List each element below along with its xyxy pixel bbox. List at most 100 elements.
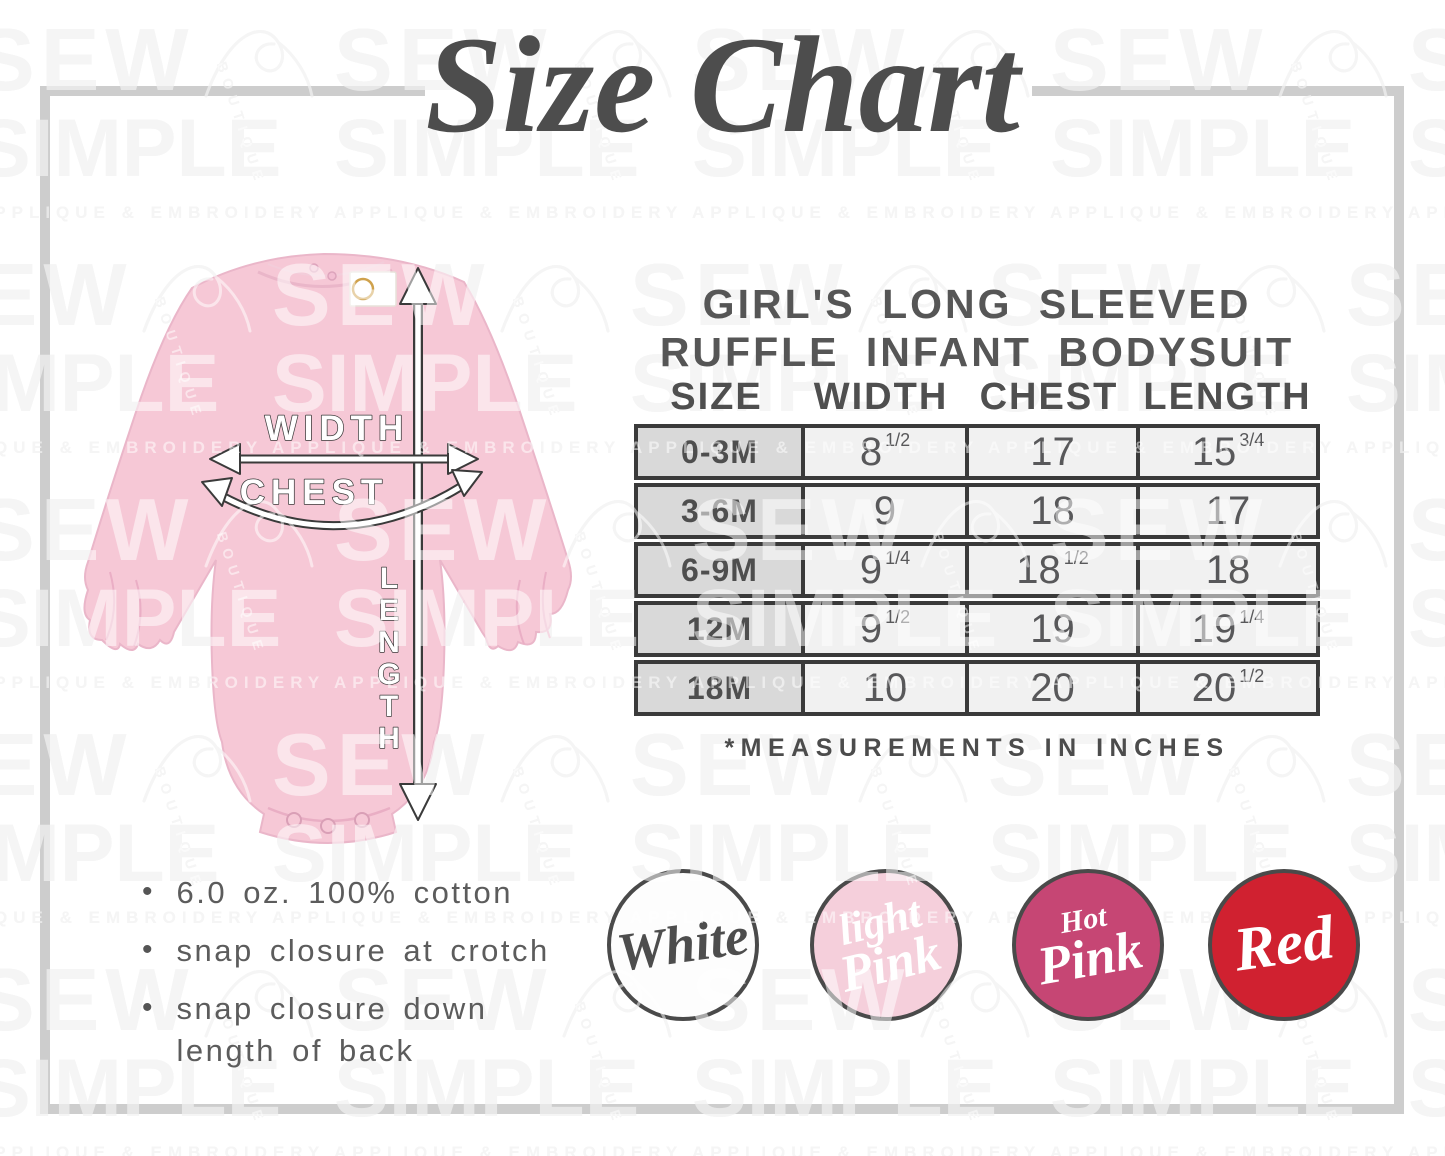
frame-top-left — [40, 86, 425, 96]
product-detail-item: • 6.0 oz. 100% cotton — [142, 872, 578, 914]
fraction: 1/2 — [885, 606, 911, 627]
watermark-tagline: APPLIQUE & EMBROIDERY — [1408, 1143, 1445, 1156]
crotch-snap — [354, 812, 370, 828]
watermark-word-sew: SEW — [0, 245, 133, 344]
watermark-word-sew: SEW — [630, 715, 849, 814]
watermark-tagline: APPLIQUE & EMBROIDERY — [692, 1143, 1042, 1156]
crotch-snap — [286, 812, 302, 828]
watermark-word-simple: SIMPLE — [1050, 103, 1356, 194]
width-value-cell: 8 1/2 — [801, 428, 965, 476]
length-value-cell: 20 1/2 — [1136, 664, 1316, 712]
right-ruffle-lines — [515, 571, 551, 645]
length-value-cell: 18 — [1136, 546, 1316, 594]
bullet-text: snap closure at crotch — [176, 932, 550, 968]
chest-value-cell: 19 — [965, 605, 1136, 653]
length-value-cell: 17 — [1136, 487, 1316, 535]
watermark-word-sew: SEW — [0, 715, 133, 814]
table-row-0-3m: 0-3M 8 1/2 17 15 3/4 — [634, 424, 1320, 480]
bullet-dot: • — [142, 875, 153, 908]
watermark-tagline: APPLIQUE & EMBROIDERY — [1408, 673, 1445, 692]
width-value-cell: 9 — [801, 487, 965, 535]
product-details-list: • 6.0 oz. 100% cotton • snap closure at cro… — [142, 872, 578, 1087]
watermark-word-simple: SIMPLE — [692, 103, 998, 194]
watermark-word-sew: SEW — [988, 245, 1207, 344]
title-block: Size Chart — [425, 2, 1019, 168]
size-cell: 0-3M — [638, 428, 801, 476]
bullet-text: 6.0 oz. 100% cotton — [176, 875, 514, 910]
watermark-word-sew: SEW — [1408, 950, 1445, 1049]
fraction: 1/4 — [1239, 606, 1265, 627]
table-row-3-6m: 3-6M 9 18 17 — [634, 483, 1320, 539]
color-swatch-red: Red — [1208, 869, 1360, 1021]
frame-top-right — [1032, 86, 1404, 96]
watermark-tagline: APPLIQUE & EMBROIDERY — [272, 908, 622, 927]
table-row-12m: 12M 9 1/2 19 19 1/4 — [634, 601, 1320, 657]
watermark-tagline: APPLIQUE & EMBROIDERY — [1408, 203, 1445, 222]
fraction: 1/2 — [1063, 547, 1089, 568]
color-swatch-light-pink: light Pink — [810, 869, 962, 1021]
watermark-word-simple: SIMPLE — [334, 103, 640, 194]
width-value-cell: 9 1/2 — [801, 605, 965, 653]
watermark-word-sew: SEW — [1408, 10, 1445, 109]
bullet-dot: • — [142, 990, 153, 1024]
frame-right — [1394, 86, 1404, 1114]
product-heading: GIRL'S LONG SLEEVED RUFFLE INFANT BODYSU… — [634, 280, 1320, 377]
swatch-label: Hot Pink — [1030, 898, 1147, 996]
bullet-text: snap closure down length of back — [176, 990, 488, 1068]
fraction: 1/4 — [885, 547, 911, 568]
left-ruffle-lines — [105, 571, 142, 647]
size-cell: 12M — [638, 605, 801, 653]
column-header-chest: CHEST — [979, 376, 1119, 418]
product-detail-item: • snap closure at crotch — [142, 930, 578, 972]
watermark-word-sew: SEW — [334, 950, 553, 1049]
column-header-width: WIDTH — [813, 376, 949, 418]
product-heading-line1: GIRL'S LONG SLEEVED — [702, 281, 1252, 327]
crotch-snap — [320, 818, 336, 834]
width-value-cell: 10 — [801, 664, 965, 712]
watermark-word-simple: SIMPLE — [1050, 1043, 1356, 1134]
watermark-word-simple: SIMPLE — [0, 103, 282, 194]
swatch-label: White — [613, 905, 752, 983]
watermark-tagline: APPLIQUE & EMBROIDERY — [334, 203, 684, 222]
swatch-label-line: Red — [1229, 903, 1339, 986]
watermark-word-simple: SIMPLE — [1408, 1043, 1445, 1134]
watermark-tagline: APPLIQUE & EMBROIDERY — [0, 1143, 326, 1156]
tag-logo-ring — [351, 277, 375, 301]
size-cell: 18M — [638, 664, 801, 712]
watermark-tagline: APPLIQUE & EMBROIDERY — [334, 1143, 684, 1156]
watermark-word-sew: SEW — [0, 950, 195, 1049]
length-value-cell: 19 1/4 — [1136, 605, 1316, 653]
bullet-dot: • — [142, 932, 153, 966]
watermark-word-simple: SIMPLE — [988, 338, 1294, 429]
table-row-18m: 18M 10 20 20 1/2 — [634, 660, 1320, 716]
watermark-tagline: APPLIQUE & EMBROIDERY — [1050, 203, 1400, 222]
watermark-word-simple: SIMPLE — [1408, 103, 1445, 194]
watermark-tagline: APPLIQUE & EMBROIDERY — [1050, 1143, 1400, 1156]
frame-left — [40, 86, 50, 1114]
product-detail-item: • snap closure down length of back — [142, 988, 578, 1072]
watermark-word-simple: SIMPLE — [630, 338, 936, 429]
swatch-label: light Pink — [826, 887, 947, 1004]
fraction: 1/2 — [1239, 665, 1265, 686]
watermark-tagline: APPLIQUE & EMBROIDERY — [692, 203, 1042, 222]
neckband-seam — [267, 261, 385, 277]
color-swatch-hot-pink: Hot Pink — [1012, 869, 1164, 1021]
frame-bottom — [40, 1104, 1404, 1114]
table-column-headers: SIZE WIDTH CHEST LENGTH — [634, 376, 1320, 419]
size-cell: 6-9M — [638, 546, 801, 594]
watermark-word-simple: SIMPLE — [334, 1043, 640, 1134]
chest-value-cell: 18 — [965, 487, 1136, 535]
chest-value-cell: 17 — [965, 428, 1136, 476]
watermark-word-sew: SEW — [1408, 480, 1445, 579]
width-arrow — [209, 443, 479, 475]
